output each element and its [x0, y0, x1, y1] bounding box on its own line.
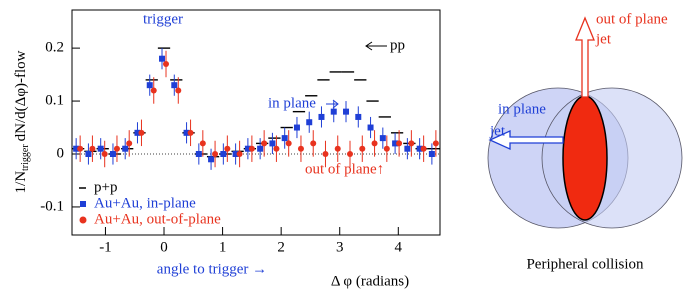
y-axis-label: 1/Ntrigger dN/d(Δφ)-flow: [13, 50, 31, 193]
point-circle: [237, 151, 243, 157]
diagram-caption: Peripheral collision: [526, 256, 644, 272]
point-square: [306, 119, 312, 125]
pp-arrow: [366, 42, 387, 50]
out-of-plane-text: out of plane: [596, 11, 668, 27]
point-square: [355, 114, 361, 120]
point-square: [220, 151, 226, 157]
point-circle: [372, 140, 378, 146]
legend-key: [80, 201, 86, 207]
point-square: [318, 114, 324, 120]
y-label-main: 1/N: [13, 171, 29, 194]
point-circle: [212, 151, 218, 157]
point-circle: [114, 146, 120, 152]
x-tick-label: -1: [99, 239, 112, 255]
y-tick-label: -0.1: [40, 198, 64, 214]
figure: 1/NtriggerdN/d(Δφ)-flow Δ φ (radians) an…: [0, 0, 687, 297]
point-circle: [126, 140, 132, 146]
in-plane-label: in plane: [268, 95, 316, 111]
y-label-sub: trigger: [20, 144, 31, 171]
point-square: [159, 56, 165, 62]
x-axis-label: Δ φ (radians): [331, 273, 409, 289]
point-circle: [188, 130, 194, 136]
point-circle: [286, 140, 292, 146]
point-circle: [273, 146, 279, 152]
point-circle: [421, 146, 427, 152]
point-circle: [408, 140, 414, 146]
point-square: [429, 151, 435, 157]
x-tick-label: 0: [160, 239, 168, 255]
y-label-rest: dN/d(Δφ)-flow: [13, 50, 29, 141]
point-circle: [102, 151, 108, 157]
point-square: [331, 109, 337, 115]
y-tick-label: 0.1: [45, 92, 64, 108]
trigger-label: trigger: [143, 11, 183, 27]
overlap-region: [563, 96, 607, 220]
point-circle: [359, 146, 365, 152]
legend-label: Au+Au, out-of-plane: [94, 211, 221, 227]
in-plane-text: in plane: [498, 101, 546, 117]
point-circle: [384, 146, 390, 152]
point-square: [404, 146, 410, 152]
point-circle: [347, 151, 353, 157]
legend-label: p+p: [94, 179, 117, 195]
point-circle: [200, 140, 206, 146]
point-square: [171, 82, 177, 88]
point-square: [122, 146, 128, 152]
x-axis-hint: angle to trigger →: [157, 261, 267, 277]
point-square: [98, 146, 104, 152]
point-square: [282, 135, 288, 141]
out-of-plane-jet-text: jet: [595, 31, 612, 47]
legend-key: [80, 217, 87, 224]
point-circle: [151, 87, 157, 93]
point-circle: [433, 140, 439, 146]
point-square: [368, 125, 374, 131]
y-tick-label: 0.2: [45, 40, 64, 56]
x-tick-label: 4: [395, 239, 403, 255]
out-of-plane-jet-arrow: [576, 18, 594, 97]
point-square: [257, 146, 263, 152]
in-plane-arrow: [326, 100, 338, 108]
y-tick-label: 0: [57, 145, 65, 161]
point-square: [85, 151, 91, 157]
point-square: [208, 156, 214, 162]
x-tick-label: 1: [219, 239, 227, 255]
x-tick-label: 3: [336, 239, 344, 255]
point-circle: [224, 146, 230, 152]
point-circle: [77, 146, 83, 152]
pp-label: pp: [390, 37, 405, 53]
point-square: [147, 82, 153, 88]
point-circle: [335, 146, 341, 152]
point-circle: [322, 151, 328, 157]
collision-diagram: out of plane jet in plane jet Peripheral…: [488, 11, 682, 272]
point-square: [196, 151, 202, 157]
point-square: [110, 151, 116, 157]
point-circle: [310, 140, 316, 146]
legend-label: Au+Au, in-plane: [94, 195, 196, 211]
in-plane-jet-text: jet: [489, 123, 506, 139]
point-square: [343, 109, 349, 115]
point-circle: [249, 146, 255, 152]
point-circle: [163, 61, 169, 67]
point-circle: [138, 130, 144, 136]
point-square: [294, 125, 300, 131]
point-circle: [396, 140, 402, 146]
point-circle: [261, 140, 267, 146]
point-circle: [89, 146, 95, 152]
point-circle: [298, 146, 304, 152]
x-tick-label: 2: [277, 239, 285, 255]
point-circle: [175, 87, 181, 93]
point-square: [269, 140, 275, 146]
out-of-plane-label: out of plane↑: [305, 161, 384, 177]
point-square: [380, 135, 386, 141]
